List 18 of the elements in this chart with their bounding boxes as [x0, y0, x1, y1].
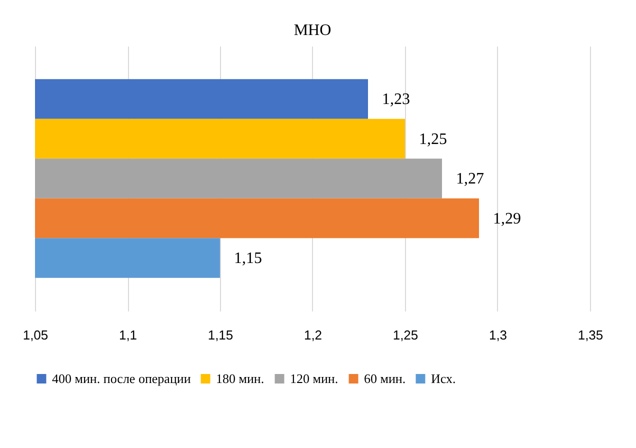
data-label: 1,27 — [456, 170, 484, 188]
legend-label: 180 мин. — [216, 370, 264, 386]
data-label: 1,15 — [234, 250, 262, 267]
x-tick-label: 1,15 — [208, 328, 234, 342]
legend-label: 120 мин. — [290, 370, 338, 386]
chart-title: МНО — [294, 22, 332, 39]
x-tick-label: 1,1 — [118, 328, 138, 342]
x-tick-label: 1,05 — [22, 328, 48, 342]
legend-label: Исх. — [431, 370, 456, 386]
x-tick-label: 1,25 — [392, 328, 418, 342]
data-label: 1,25 — [419, 130, 447, 148]
data-label: 1,23 — [382, 91, 410, 108]
x-tick-label: 1,2 — [304, 328, 322, 342]
legend-label: 60 мин. — [364, 370, 406, 386]
legend-label: 400 мин. после операции — [52, 370, 191, 386]
x-tick-label: 1,3 — [488, 328, 508, 342]
x-tick-label: 1,35 — [578, 328, 604, 342]
data-label: 1,29 — [493, 210, 521, 228]
